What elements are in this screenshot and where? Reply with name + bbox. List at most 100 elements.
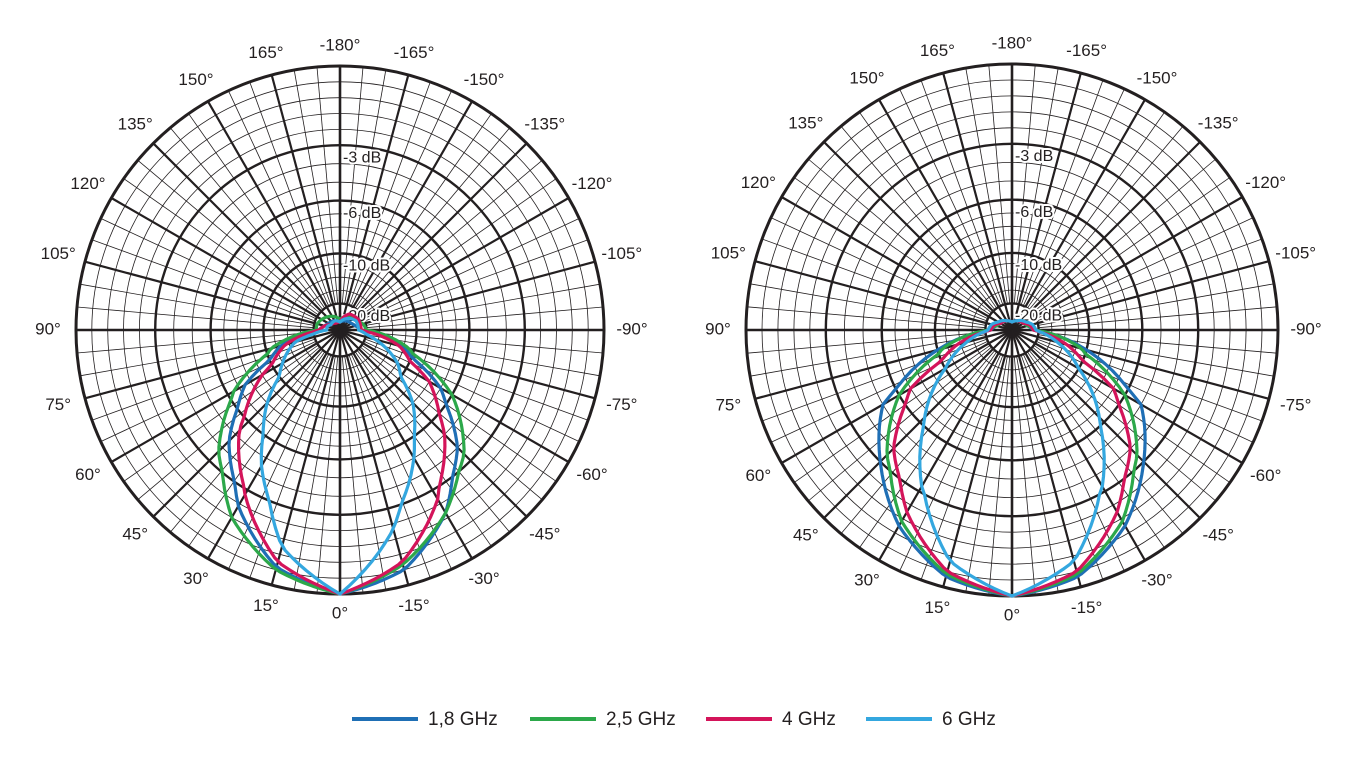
minor-spoke — [76, 331, 314, 354]
major-spoke — [338, 74, 410, 331]
angle-tick-label: 45° — [793, 526, 819, 545]
major-spoke — [207, 329, 341, 560]
minor-spoke — [91, 239, 316, 322]
minor-spoke — [1026, 111, 1165, 309]
angle-tick-label: 120° — [70, 174, 105, 193]
angle-tick-label: 75° — [715, 395, 741, 414]
major-spoke — [878, 99, 1013, 331]
angle-tick-label: 60° — [745, 466, 771, 485]
angle-tick-label: -30° — [468, 569, 499, 588]
minor-spoke — [356, 127, 511, 311]
major-spoke — [942, 329, 1014, 588]
minor-spoke — [1035, 217, 1254, 320]
angle-tick-label: 150° — [178, 70, 213, 89]
major-spoke — [152, 142, 341, 331]
minor-spoke — [1038, 306, 1278, 329]
angle-tick-label: 60° — [75, 465, 101, 484]
major-spoke — [270, 329, 342, 586]
radial-tick-label: -3 dB — [343, 149, 381, 166]
minor-spoke — [366, 331, 604, 354]
major-spoke — [339, 329, 473, 560]
major-spoke — [1011, 260, 1270, 332]
minor-spoke — [350, 90, 452, 307]
minor-spoke — [228, 90, 330, 307]
major-spoke — [823, 141, 1013, 331]
major-spoke — [338, 329, 410, 586]
angle-tick-label: 30° — [854, 571, 880, 590]
minor-spoke — [1020, 79, 1104, 306]
minor-spoke — [965, 356, 1008, 593]
minor-spoke — [364, 239, 589, 322]
angle-tick-label: -180° — [320, 35, 361, 54]
major-spoke — [942, 72, 1014, 331]
minor-spoke — [1022, 353, 1125, 572]
angle-tick-label: 120° — [741, 173, 776, 192]
minor-spoke — [293, 69, 336, 305]
angle-tick-label: -75° — [1280, 395, 1311, 414]
minor-spoke — [316, 66, 339, 304]
angle-tick-label: 150° — [849, 68, 884, 87]
minor-spoke — [746, 306, 986, 329]
angle-tick-label: -90° — [616, 319, 647, 338]
angle-tick-label: -75° — [606, 395, 637, 414]
minor-spoke — [365, 334, 601, 377]
major-spoke — [754, 328, 1013, 400]
angle-tick-label: 75° — [45, 395, 71, 414]
major-spoke — [152, 329, 341, 518]
minor-spoke — [100, 218, 317, 320]
minor-spoke — [899, 353, 1002, 572]
minor-spoke — [366, 306, 604, 329]
angle-tick-label: -180° — [992, 33, 1033, 52]
minor-spoke — [749, 283, 986, 326]
radial-tick-label: -6 dB — [343, 205, 381, 222]
angle-tick-label: -45° — [529, 524, 560, 543]
angle-tick-label: -165° — [1066, 41, 1107, 60]
minor-spoke — [137, 346, 321, 501]
minor-spoke — [1028, 125, 1184, 310]
angle-tick-label: -105° — [601, 244, 642, 263]
legend-label: 6 GHz — [942, 709, 996, 730]
angle-tick-label: -60° — [576, 465, 607, 484]
major-spoke — [270, 74, 342, 331]
minor-spoke — [1016, 356, 1059, 593]
minor-spoke — [965, 67, 1008, 304]
major-spoke — [781, 196, 1013, 331]
minor-spoke — [293, 355, 336, 591]
angle-tick-label: 15° — [253, 596, 279, 615]
angle-tick-label: -165° — [394, 43, 435, 62]
angle-tick-label: 165° — [920, 41, 955, 60]
major-spoke — [339, 328, 596, 400]
minor-spoke — [341, 356, 364, 594]
minor-spoke — [1026, 351, 1165, 549]
radial-tick-label: -6 dB — [1015, 204, 1053, 221]
minor-spoke — [344, 69, 387, 305]
minor-spoke — [359, 159, 543, 314]
series-line-6-ghz — [259, 316, 417, 596]
polar-grid — [744, 62, 1280, 598]
minor-spoke — [1038, 334, 1275, 377]
major-spoke — [339, 260, 596, 332]
angle-tick-label: 135° — [118, 115, 153, 134]
minor-spoke — [761, 238, 988, 322]
minor-spoke — [920, 354, 1004, 581]
minor-spoke — [1028, 350, 1184, 535]
major-spoke — [1011, 99, 1146, 331]
minor-spoke — [354, 351, 492, 547]
minor-spoke — [228, 353, 330, 570]
minor-spoke — [920, 79, 1004, 306]
minor-spoke — [188, 113, 326, 309]
angle-tick-label: -30° — [1141, 571, 1172, 590]
angle-tick-label: -135° — [524, 115, 565, 134]
angle-tick-label: -120° — [572, 174, 613, 193]
angle-tick-label: -135° — [1198, 113, 1239, 132]
legend-label: 4 GHz — [782, 709, 836, 730]
minor-spoke — [840, 350, 996, 535]
major-spoke — [1010, 72, 1082, 331]
angle-tick-label: -105° — [1275, 243, 1316, 262]
major-spoke — [339, 197, 570, 331]
minor-spoke — [793, 177, 991, 316]
major-spoke — [1011, 329, 1243, 464]
minor-spoke — [1038, 331, 1278, 354]
major-spoke — [84, 260, 341, 332]
polar-chart-left: -3 dB-6 dB-10 dB-20 dB0°15°30°45°60°75°9… — [35, 35, 648, 622]
